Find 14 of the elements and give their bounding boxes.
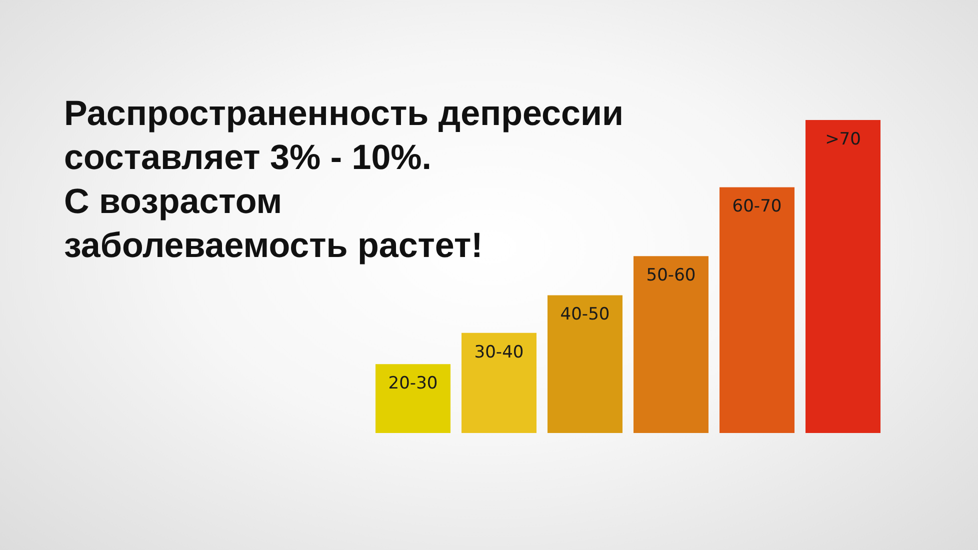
- chart-title: Распространенность депрессии составляет 3% - 10%.: [64, 93, 625, 179]
- bar: [806, 120, 880, 433]
- bar: [462, 332, 536, 433]
- x-tick-label: 20-30: [388, 374, 438, 394]
- bar: [720, 187, 794, 433]
- x-tick-label: 60-70: [732, 196, 782, 217]
- x-tick-label: 40-50: [560, 304, 610, 325]
- x-tick-label: 30-40: [474, 342, 524, 362]
- x-tick-label: 50-60: [646, 266, 696, 286]
- text: С возрастом заболеваемость растет!: [64, 181, 484, 267]
- bar: [634, 256, 708, 433]
- bar: [376, 364, 450, 433]
- bar: [548, 295, 622, 433]
- x-tick-label: >70: [825, 129, 861, 150]
